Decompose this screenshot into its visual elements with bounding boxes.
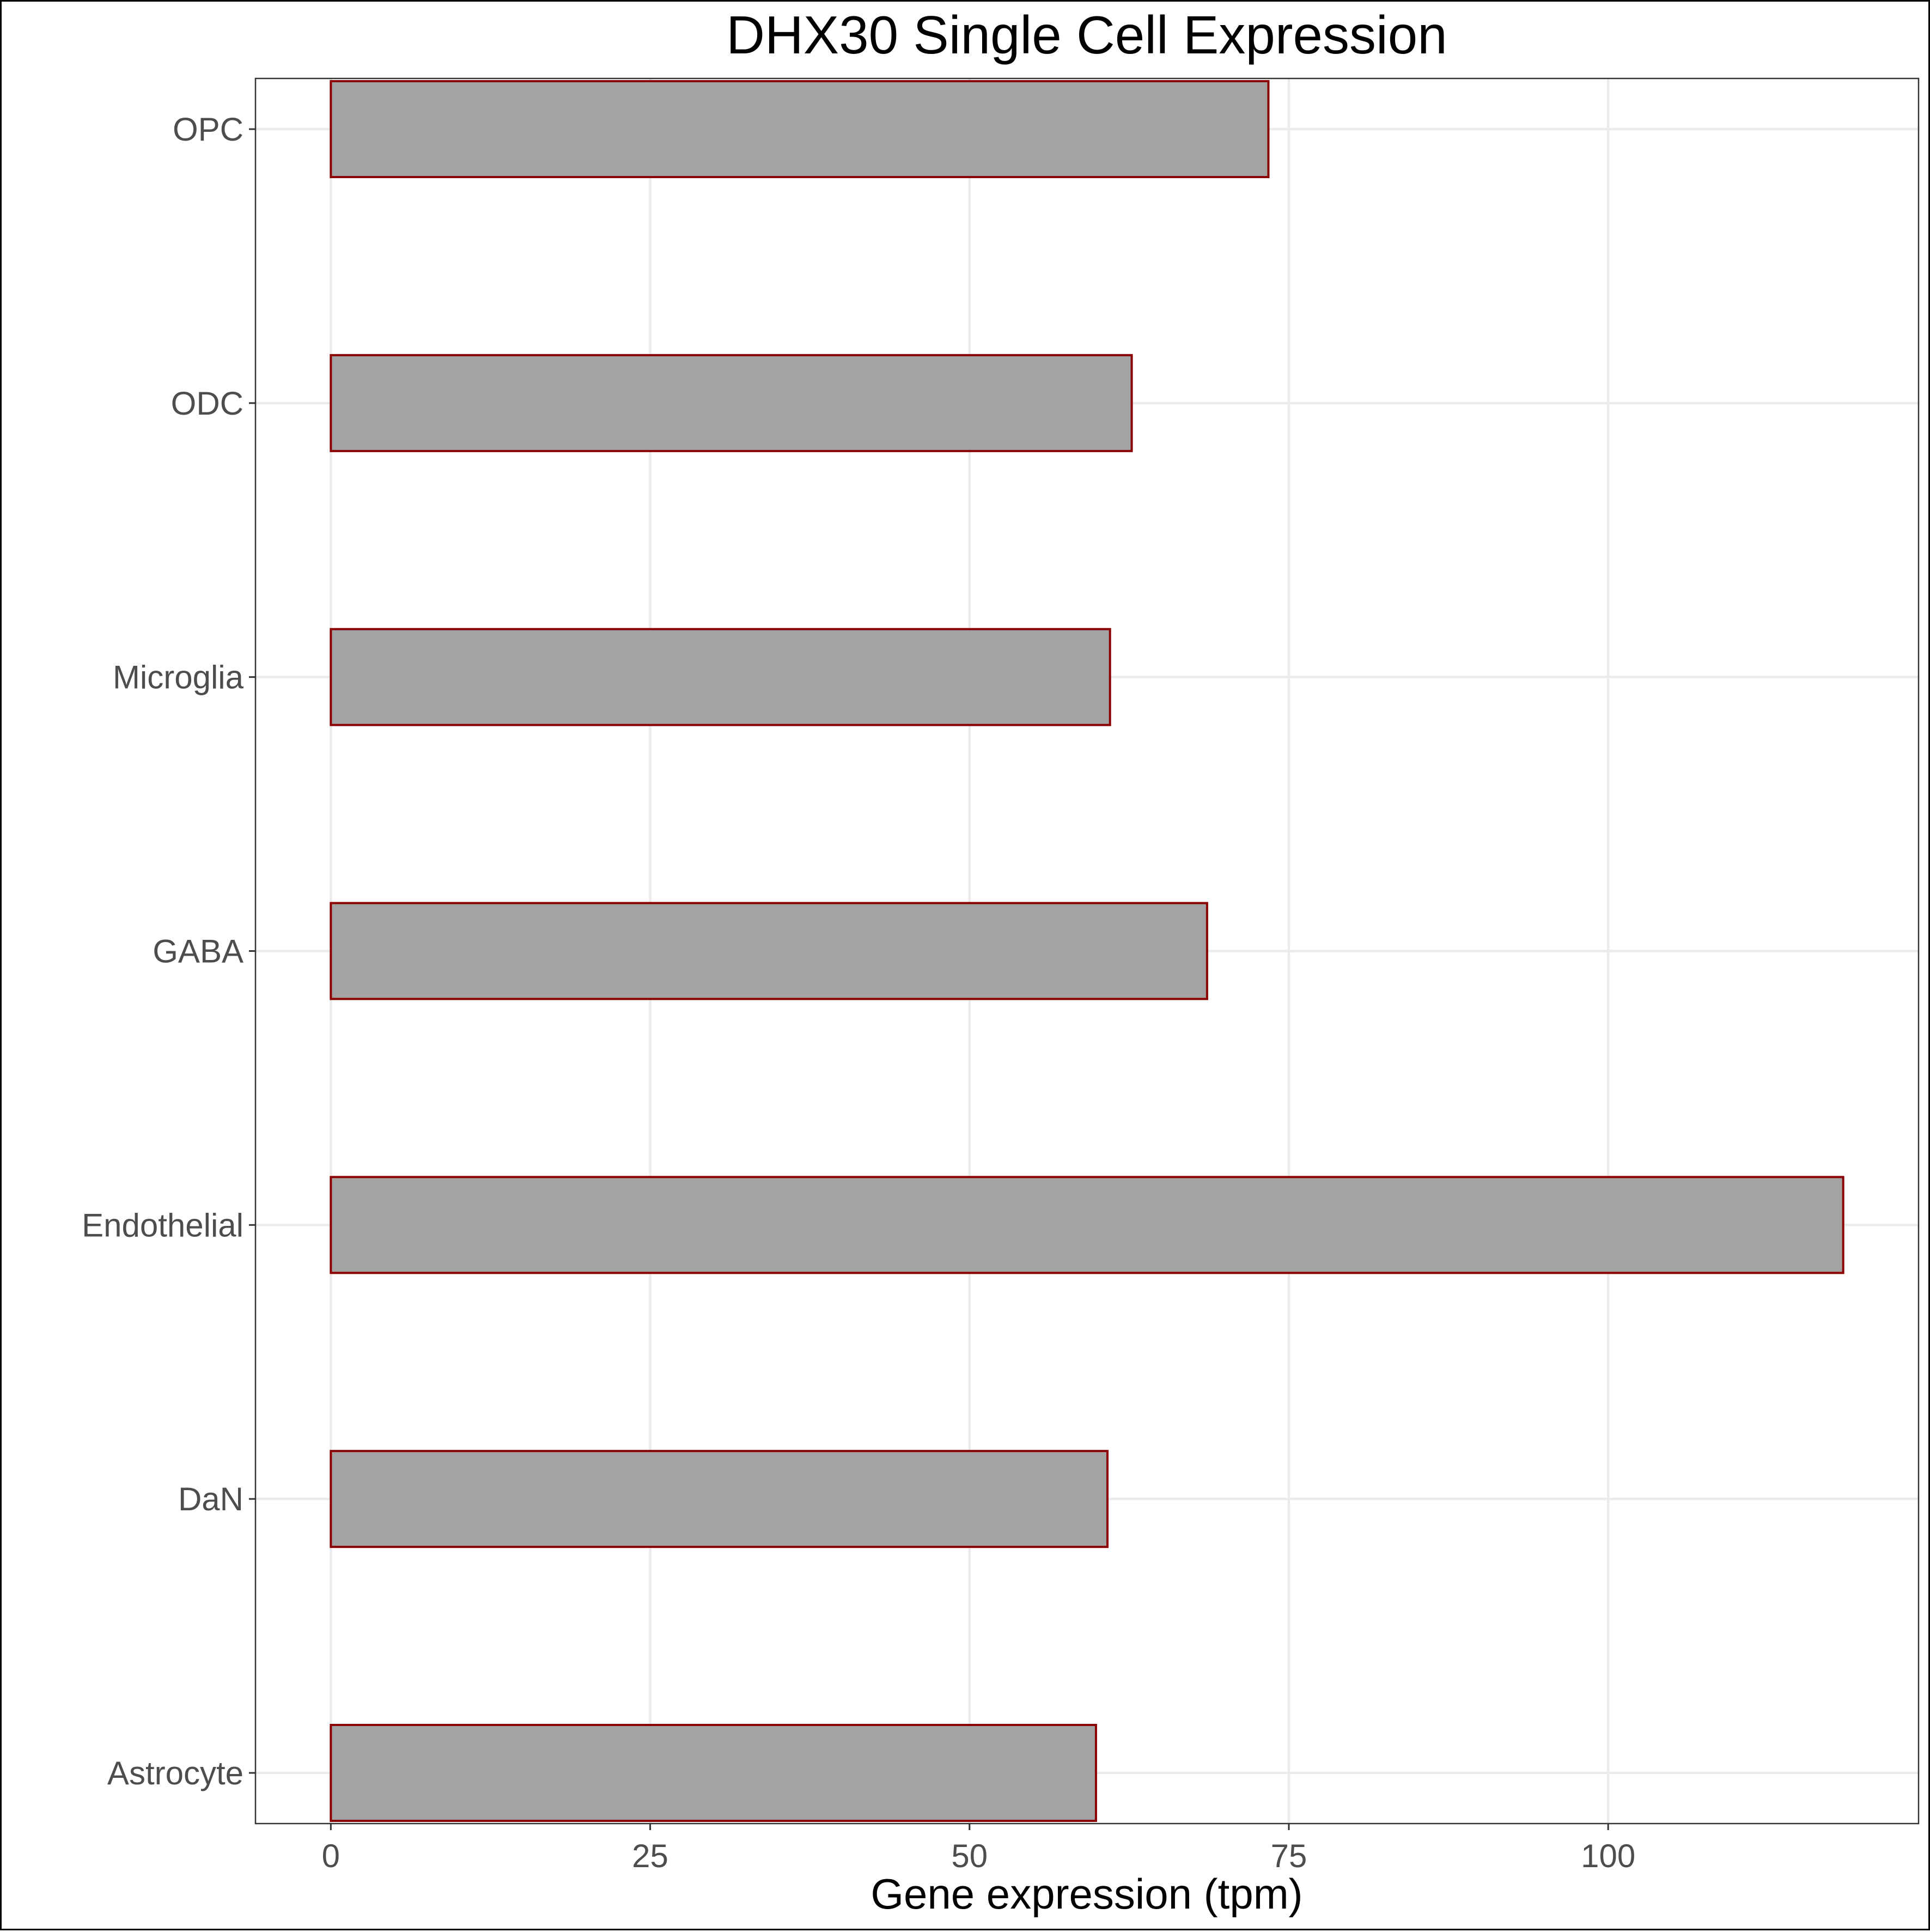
x-tick-label: 100 (1581, 1838, 1635, 1874)
bar-odc (330, 354, 1133, 452)
bar-endothelial (330, 1176, 1844, 1274)
bar-gaba (330, 902, 1208, 1000)
y-axis-ticks: Astrocyte DaN Endothelial GABA Microglia ODC O… (82, 111, 255, 1791)
y-tick-label: GABA (153, 933, 243, 970)
y-tick-label: OPC (173, 111, 243, 148)
y-tick-label: DaN (178, 1481, 243, 1517)
x-tick-label: 25 (632, 1838, 668, 1874)
x-tick-label: 75 (1271, 1838, 1307, 1874)
y-tick-label: Endothelial (82, 1207, 243, 1243)
bar-opc (330, 80, 1270, 178)
y-tick-label: ODC (171, 385, 243, 422)
bar-dan (330, 1450, 1109, 1548)
bar-microglia (330, 628, 1111, 726)
x-axis-ticks: 0 25 50 75 100 (322, 1824, 1635, 1874)
bar-astrocyte (330, 1724, 1097, 1822)
x-axis-title: Gene expression (tpm) (870, 1870, 1302, 1918)
x-tick-label: 0 (322, 1838, 340, 1874)
y-tick-label: Astrocyte (107, 1755, 243, 1791)
bar-layer (330, 80, 1844, 1822)
x-tick-label: 50 (951, 1838, 988, 1874)
chart-title: DHX30 Single Cell Expression (726, 5, 1447, 65)
y-tick-label: Microglia (113, 659, 244, 696)
